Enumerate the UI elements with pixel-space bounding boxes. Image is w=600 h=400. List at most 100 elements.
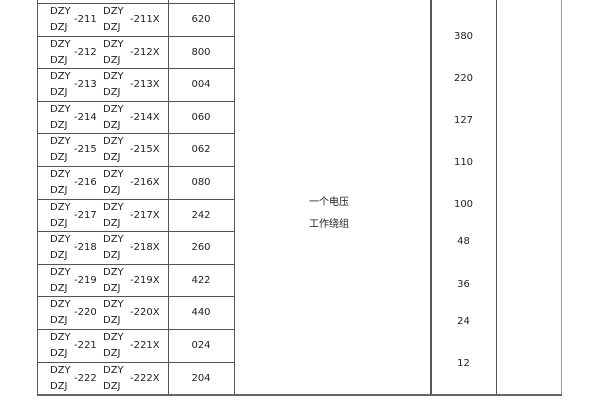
model-number: -218 — [74, 242, 97, 254]
table-row: DZY DZJ -218 DZY DZJ -218X 260 — [37, 231, 234, 264]
model-prefix-dzj: DZJ — [50, 282, 68, 294]
model-prefix-dzy: DZY — [50, 6, 71, 17]
table-row: DZY DZJ -213 DZY DZJ -213X 004 — [37, 68, 234, 101]
code-value: 260 — [191, 242, 211, 254]
model-prefix-dzy: DZY — [50, 234, 71, 246]
table-row: DZY DZJ -214 DZY DZJ -214X 060 — [37, 101, 234, 134]
model-number: -217 — [74, 209, 97, 221]
model-prefix-dzy: DZY — [103, 332, 124, 343]
model-number: -215 — [74, 144, 97, 156]
column-divider — [430, 0, 432, 395]
model-number-x: -213X — [130, 79, 160, 91]
model-number-x: -220X — [130, 307, 160, 319]
model-prefix-dzj: DZJ — [103, 152, 121, 164]
model-number: -220 — [74, 307, 97, 319]
model-number: -216 — [74, 177, 97, 188]
model-prefix-dzj: DZJ — [103, 315, 121, 327]
table-border-right — [561, 0, 562, 395]
model-prefix-dzy: DZY — [103, 38, 124, 50]
model-prefix-dzj: DZJ — [50, 54, 68, 66]
model-number: -221 — [74, 340, 97, 351]
model-prefix-dzy: DZY — [50, 332, 71, 343]
column-divider — [496, 0, 497, 395]
table-border-left — [37, 0, 38, 395]
model-prefix-dzy: DZY — [50, 136, 71, 148]
model-prefix-dzj: DZJ — [103, 22, 121, 33]
voltage-value: 12 — [457, 358, 470, 369]
model-prefix-dzy: DZY — [103, 6, 124, 17]
model-prefix-dzj: DZJ — [103, 380, 121, 392]
model-prefix-dzj: DZJ — [50, 315, 68, 327]
model-prefix-dzy: DZY — [103, 136, 124, 148]
model-prefix-dzy: DZY — [50, 299, 71, 311]
voltage-value: 24 — [457, 316, 470, 327]
model-prefix-dzy: DZY — [103, 234, 124, 246]
model-prefix-dzj: DZJ — [103, 119, 121, 131]
row-divider — [37, 133, 168, 135]
model-prefix-dzy: DZY — [50, 364, 71, 376]
voltage-value: 36 — [457, 279, 470, 290]
model-number: -212 — [74, 46, 97, 58]
row-divider — [168, 68, 234, 70]
model-prefix-dzj: DZJ — [103, 348, 121, 359]
model-number: -222 — [74, 372, 97, 384]
model-prefix-dzj: DZJ — [50, 217, 68, 229]
model-prefix-dzy: DZY — [50, 38, 71, 50]
voltage-value: 48 — [457, 236, 470, 247]
model-prefix-dzy: DZY — [50, 71, 71, 83]
row-divider — [37, 296, 168, 298]
model-prefix-dzy: DZY — [50, 201, 71, 213]
model-prefix-dzj: DZJ — [103, 217, 121, 229]
row-divider — [168, 133, 234, 135]
code-value: 204 — [191, 372, 211, 384]
voltage-value: 110 — [453, 157, 474, 168]
model-number-x: -215X — [130, 144, 160, 156]
model-prefix-dzj: DZJ — [103, 87, 121, 99]
model-prefix-dzy: DZY — [103, 364, 124, 376]
row-divider — [168, 3, 234, 4]
code-value: 800 — [191, 46, 211, 58]
row-divider — [37, 35, 168, 37]
row-divider — [37, 68, 168, 70]
code-value: 422 — [191, 274, 211, 286]
row-divider — [37, 329, 168, 330]
row-divider — [168, 361, 234, 363]
table-row: DZY DZJ -219 DZY DZJ -219X 422 — [37, 264, 234, 297]
model-prefix-dzj: DZJ — [103, 185, 121, 196]
model-prefix-dzj: DZJ — [103, 282, 121, 294]
voltage-value: 220 — [453, 73, 474, 84]
row-divider — [168, 296, 234, 298]
row-divider — [168, 263, 234, 265]
model-prefix-dzj: DZJ — [50, 152, 68, 164]
model-number: -213 — [74, 79, 97, 91]
model-number-x: -214X — [130, 111, 160, 123]
voltage-value: 100 — [453, 199, 474, 210]
voltage-value: 127 — [453, 115, 474, 126]
model-prefix-dzj: DZJ — [50, 348, 68, 359]
model-number-x: -211X — [130, 14, 160, 25]
model-prefix-dzy: DZY — [50, 169, 71, 180]
model-prefix-dzy: DZY — [50, 266, 71, 278]
model-prefix-dzj: DZJ — [50, 87, 68, 99]
model-number: -214 — [74, 111, 97, 123]
code-value: 004 — [191, 79, 211, 91]
table-row: DZY DZJ -217 DZY DZJ -217X 242 — [37, 199, 234, 232]
row-divider — [37, 263, 168, 265]
table-row: DZY DZJ -222 DZY DZJ -222X 204 — [37, 362, 234, 395]
winding-description-line2: 工作绕组 — [309, 219, 349, 230]
model-number: -219 — [74, 274, 97, 286]
model-prefix-dzy: DZY — [103, 201, 124, 213]
row-divider — [37, 361, 168, 363]
model-number-x: -222X — [130, 372, 160, 384]
model-prefix-dzy: DZY — [103, 266, 124, 278]
model-prefix-dzy: DZY — [103, 71, 124, 83]
voltage-value: 380 — [453, 31, 474, 42]
model-number-x: -217X — [130, 209, 160, 221]
model-prefix-dzy: DZY — [103, 103, 124, 115]
table-border-bottom — [37, 394, 562, 396]
code-value: 024 — [191, 340, 211, 351]
model-prefix-dzj: DZJ — [103, 54, 121, 66]
column-divider — [168, 0, 169, 395]
model-prefix-dzy: DZY — [103, 169, 124, 180]
table-row: DZY DZJ -216 DZY DZJ -216X 080 — [37, 166, 234, 199]
